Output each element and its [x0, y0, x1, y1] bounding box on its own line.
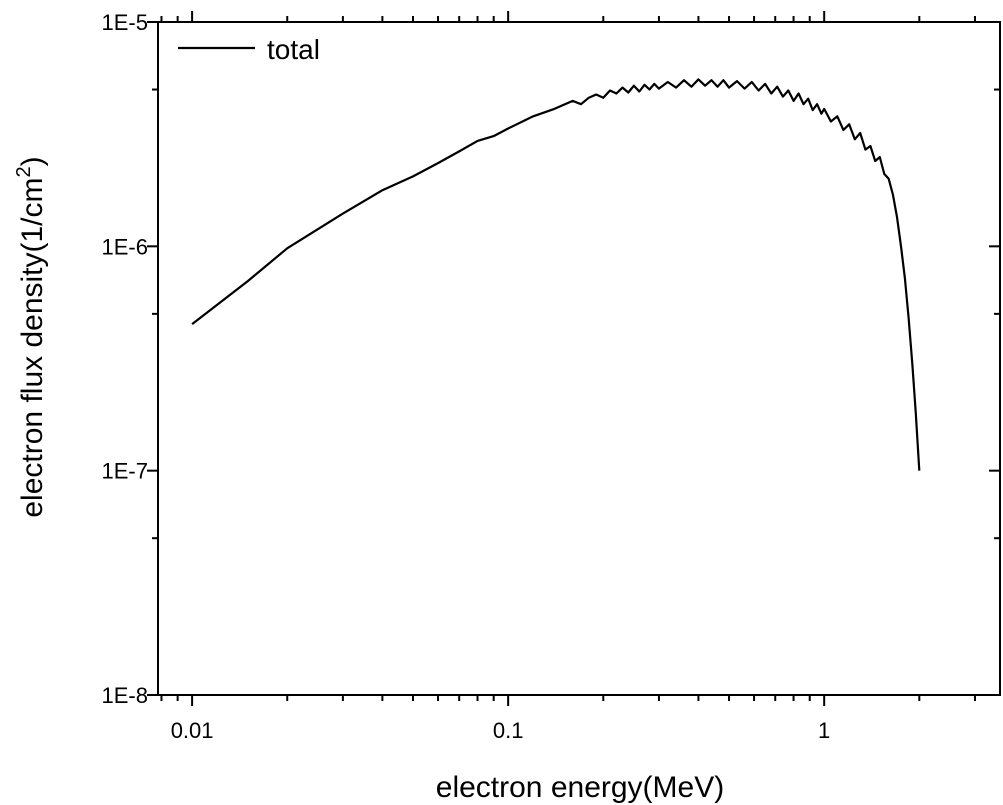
series-line-total	[191, 78, 921, 471]
y-tick-label: 1E-7	[102, 459, 148, 484]
legend-label-total: total	[267, 34, 320, 65]
y-axis-title-close: )	[16, 156, 49, 166]
x-tick-label: 0.01	[171, 718, 214, 743]
ticks	[147, 11, 1000, 706]
y-tick-label: 1E-8	[102, 683, 148, 708]
x-tick-label: 1	[818, 718, 830, 743]
x-axis-title: electron energy(MeV)	[436, 771, 724, 804]
y-tick-label: 1E-6	[102, 234, 148, 259]
y-axis-title: electron flux density(1/cm2)	[13, 156, 49, 517]
plot-frame	[157, 21, 1001, 696]
tick-labels: 0.01 0.1 1 1E-8 1E-7 1E-6 1E-5	[102, 10, 831, 743]
legend: total	[178, 34, 320, 65]
y-tick-label: 1E-5	[102, 10, 148, 35]
y-axis-title-main: electron flux density(1/cm	[16, 177, 49, 517]
x-tick-label: 0.1	[493, 718, 524, 743]
y-axis-title-superscript: 2	[13, 166, 35, 177]
